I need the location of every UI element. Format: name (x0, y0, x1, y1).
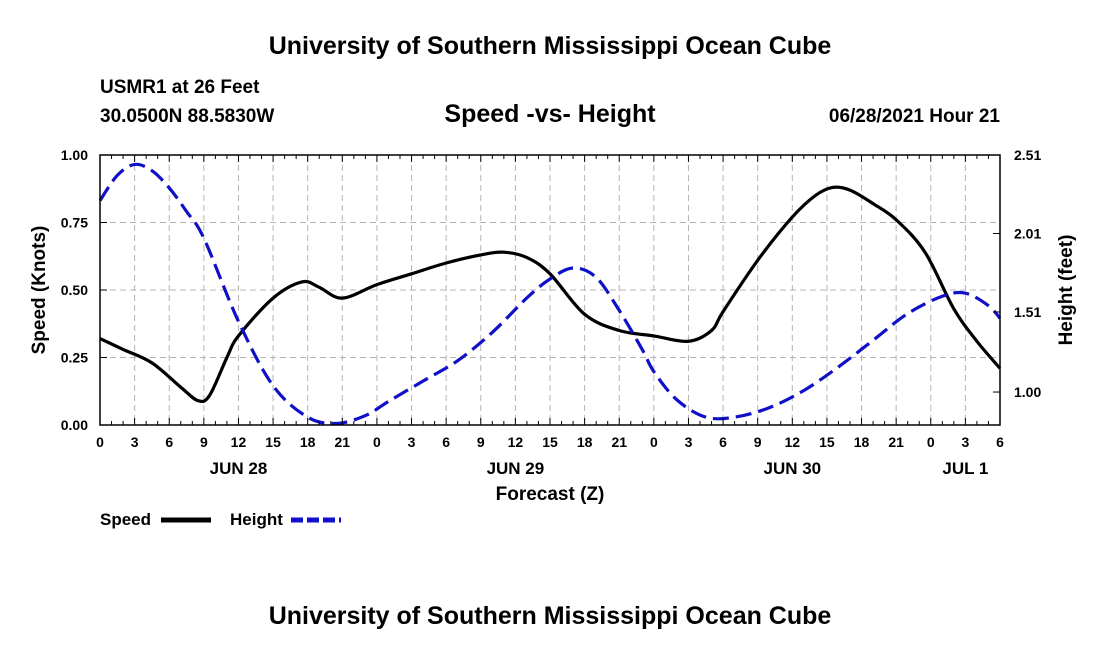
x-tick-label: 21 (335, 434, 351, 450)
y-tick-label: 0.75 (61, 215, 88, 231)
x-tick-label: 9 (754, 434, 762, 450)
legend-height-label: Height (230, 510, 283, 529)
height-series-line (98, 162, 1002, 426)
x-axis-label: Forecast (Z) (496, 484, 605, 505)
x-tick-label: 6 (442, 434, 450, 450)
x-tick-label: 3 (131, 434, 139, 450)
x-tick-label: 6 (996, 434, 1004, 450)
chart-title: University of Southern Mississippi Ocean… (268, 32, 832, 60)
y2-axis-label: Height (feet) (1056, 235, 1077, 346)
footer-title: University of Southern Mississippi Ocean… (268, 602, 832, 630)
legend-speed-label: Speed (100, 510, 151, 529)
x-tick-label: 0 (927, 434, 935, 450)
x-tick-label: 15 (542, 434, 558, 450)
day-label: JUN 28 (210, 459, 268, 478)
y2-tick-label: 2.01 (1014, 225, 1041, 241)
x-tick-label: 3 (408, 434, 416, 450)
x-tick-label: 12 (785, 434, 801, 450)
x-tick-label: 12 (508, 434, 524, 450)
x-tick-label: 18 (300, 434, 316, 450)
day-label: JUN 30 (763, 459, 821, 478)
speed-series-line (99, 185, 1002, 404)
x-tick-label: 12 (231, 434, 247, 450)
legend: Speed Height (100, 510, 341, 529)
grid (100, 155, 1000, 425)
x-tick-label: 0 (373, 434, 381, 450)
axis-labels: 0 3 6 9 12 15 18 21 0 3 6 9 12 15 18 21 0 3 6 9 12 15 18 21 0 3 6 0… (61, 147, 1042, 478)
y-tick-label: 1.00 (61, 147, 88, 163)
x-tick-label: 21 (888, 434, 904, 450)
x-tick-label: 0 (650, 434, 658, 450)
y2-tick-label: 2.51 (1014, 147, 1041, 163)
x-tick-label: 18 (577, 434, 593, 450)
x-tick-label: 0 (96, 434, 104, 450)
x-tick-label: 6 (719, 434, 727, 450)
station-name: USMR1 at 26 Feet (100, 77, 260, 98)
plot-subtitle: Speed -vs- Height (444, 100, 656, 128)
x-tick-label: 9 (477, 434, 485, 450)
y-tick-label: 0.00 (61, 417, 88, 433)
x-tick-label: 15 (819, 434, 835, 450)
y-axis-label: Speed (Knots) (29, 226, 50, 355)
y2-tick-label: 1.00 (1014, 384, 1041, 400)
day-label: JUN 29 (487, 459, 545, 478)
x-tick-label: 9 (200, 434, 208, 450)
x-tick-label: 21 (611, 434, 627, 450)
x-tick-label: 18 (854, 434, 870, 450)
axis-ticks (99, 154, 1001, 426)
x-tick-label: 3 (961, 434, 969, 450)
forecast-datetime: 06/28/2021 Hour 21 (828, 106, 1000, 127)
day-label: JUL 1 (942, 459, 988, 478)
x-tick-label: 6 (165, 434, 173, 450)
station-coordinates: 30.0500N 88.5830W (100, 106, 275, 127)
x-tick-label: 15 (265, 434, 281, 450)
y-tick-label: 0.50 (61, 282, 88, 298)
series-lines (98, 162, 1002, 426)
y-tick-label: 0.25 (61, 350, 88, 366)
y2-tick-label: 1.51 (1014, 304, 1041, 320)
x-tick-label: 3 (685, 434, 693, 450)
